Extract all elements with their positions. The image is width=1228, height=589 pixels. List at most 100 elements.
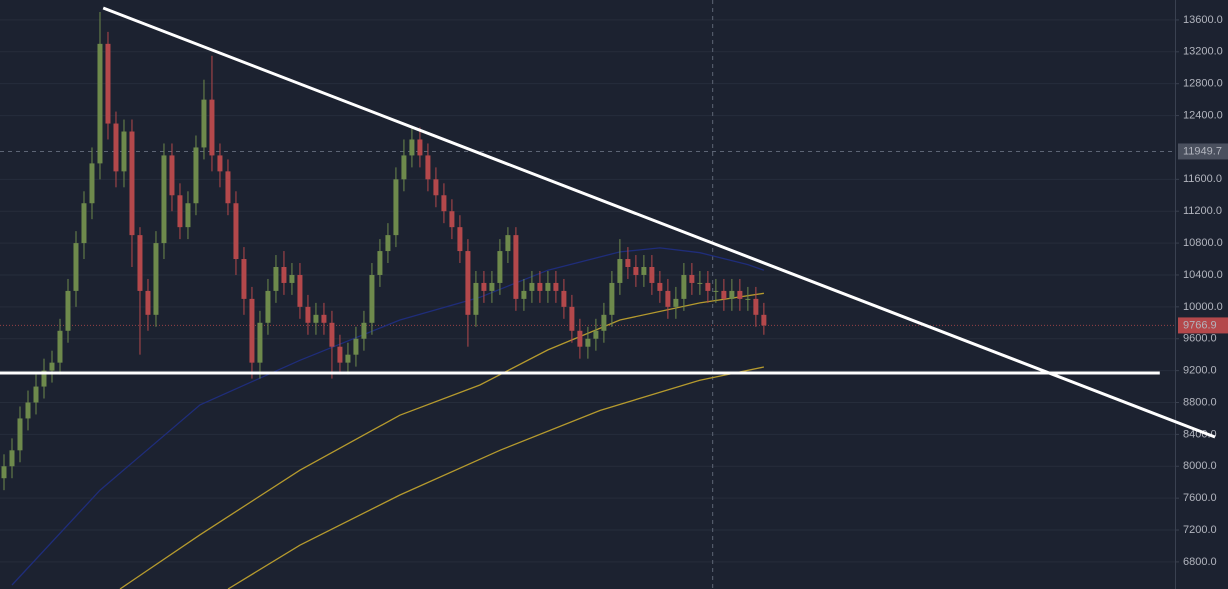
candle-body xyxy=(561,290,567,307)
candle-body xyxy=(673,298,679,307)
y-tick-label: 9600.0 xyxy=(1183,333,1217,345)
candle-body xyxy=(617,259,623,283)
candle-body xyxy=(217,155,223,172)
candle-body xyxy=(337,346,343,363)
candle-body xyxy=(529,282,535,291)
candle-body xyxy=(321,314,327,323)
candle-body xyxy=(489,282,495,291)
candle-body xyxy=(329,322,335,347)
candle-body xyxy=(289,274,295,283)
candle-body xyxy=(105,43,111,124)
candle-body xyxy=(641,267,647,275)
candle-body xyxy=(145,290,151,315)
last-price-label: 9766.9 xyxy=(1183,319,1217,331)
candle-body xyxy=(33,386,39,403)
candle-body xyxy=(449,211,455,228)
crosshair-price-label: 11949.7 xyxy=(1183,145,1222,157)
candle-body xyxy=(193,147,199,204)
candle-body xyxy=(377,251,383,275)
y-tick-label: 7200.0 xyxy=(1183,524,1217,536)
candle-body xyxy=(49,362,55,371)
trend-line xyxy=(102,6,1216,439)
candle-body xyxy=(625,259,631,268)
candle-body xyxy=(25,402,31,419)
y-tick-label: 8000.0 xyxy=(1183,460,1217,472)
y-tick-label: 13600.0 xyxy=(1183,14,1223,26)
candle-body xyxy=(593,330,599,339)
y-tick-label: 7600.0 xyxy=(1183,492,1217,504)
candle-body xyxy=(513,235,519,299)
candle-body xyxy=(257,322,263,363)
y-tick-label: 12400.0 xyxy=(1183,109,1223,121)
candle-body xyxy=(689,274,695,283)
candle-body xyxy=(369,274,375,323)
y-tick-label: 10800.0 xyxy=(1183,237,1223,249)
candle-body xyxy=(185,203,191,228)
y-tick-label: 9200.0 xyxy=(1183,365,1217,377)
y-tick-label: 12800.0 xyxy=(1183,78,1223,90)
y-tick-label: 11600.0 xyxy=(1183,173,1222,185)
candle-body xyxy=(473,282,479,315)
candle-body xyxy=(281,267,287,283)
candle-body xyxy=(353,338,359,355)
candle-body xyxy=(665,290,671,307)
candle-body xyxy=(361,322,367,339)
candle-body xyxy=(209,99,215,156)
candle-body xyxy=(745,298,751,300)
candle-body xyxy=(753,298,759,315)
candle-body xyxy=(305,306,311,323)
candle-body xyxy=(345,354,351,363)
candle-body xyxy=(241,259,247,299)
candle-body xyxy=(545,282,551,291)
candle-body xyxy=(761,314,767,326)
candle-body xyxy=(497,251,503,283)
last-price-label-bg xyxy=(1178,317,1228,334)
candle-body xyxy=(425,155,431,180)
candle-body xyxy=(225,171,231,204)
candle-body xyxy=(481,282,487,291)
candle-body xyxy=(201,99,207,148)
candle-body xyxy=(177,195,183,228)
candle-body xyxy=(265,290,271,323)
candle-body xyxy=(9,450,15,467)
candle-body xyxy=(17,418,23,451)
y-tick-label: 8800.0 xyxy=(1183,396,1217,408)
candle-body xyxy=(649,267,655,283)
candle-body xyxy=(393,179,399,236)
candle-body xyxy=(385,235,391,252)
candle-body xyxy=(73,243,79,291)
candle-body xyxy=(585,338,591,347)
candle-body xyxy=(601,314,607,331)
candle-body xyxy=(657,282,663,291)
y-tick-label: 11200.0 xyxy=(1183,205,1222,217)
moving-average xyxy=(119,292,764,589)
candle-body xyxy=(537,282,543,291)
candle-body xyxy=(153,243,159,315)
candle-body xyxy=(705,282,711,291)
candle-body xyxy=(233,203,239,260)
candle-body xyxy=(553,282,559,291)
candle-body xyxy=(465,251,471,315)
y-tick-label: 6800.0 xyxy=(1183,556,1217,568)
candle-body xyxy=(41,370,47,387)
candle-body xyxy=(249,298,255,363)
candle-body xyxy=(161,155,167,244)
candle-body xyxy=(457,227,463,252)
candle-body xyxy=(697,282,703,284)
candle-body xyxy=(633,267,639,275)
candle-body xyxy=(1,466,7,479)
candle-body xyxy=(713,290,719,292)
candle-body xyxy=(401,155,407,180)
candle-body xyxy=(441,195,447,212)
candle-body xyxy=(737,290,743,299)
candle-body xyxy=(721,290,727,299)
candle-body xyxy=(137,235,143,291)
candle-body xyxy=(505,235,511,252)
candle-body xyxy=(169,155,175,196)
y-tick-label: 8400.0 xyxy=(1183,428,1217,440)
moving-average xyxy=(227,366,765,589)
candle-body xyxy=(313,314,319,323)
candle-body xyxy=(729,290,735,299)
